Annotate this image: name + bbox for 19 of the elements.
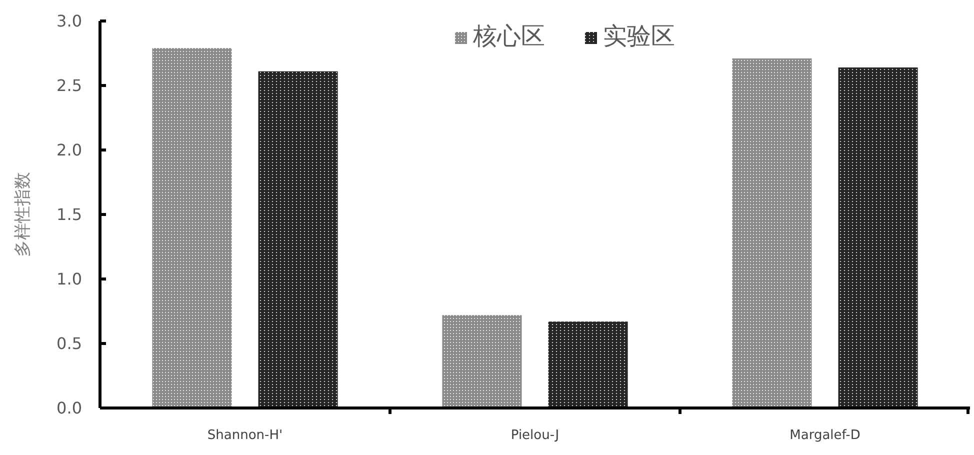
y-tick-label: 2.0: [56, 140, 82, 160]
y-tick-label: 3.0: [56, 12, 82, 31]
y-tick-label: 0.5: [56, 334, 82, 354]
y-tick-label: 2.5: [56, 76, 82, 96]
x-tick-label: Pielou-J: [510, 428, 560, 443]
bar: [152, 48, 232, 408]
legend-label: 实验区: [603, 22, 675, 50]
legend-label: 核心区: [472, 22, 545, 50]
x-tick-label: Margalef-D: [790, 428, 860, 443]
y-tick-label: 0.0: [56, 398, 82, 418]
bar: [258, 71, 338, 408]
y-tick-label: 1.0: [56, 270, 82, 289]
bar: [838, 67, 918, 408]
x-tick-label: Shannon-H': [207, 428, 283, 443]
bar: [732, 58, 812, 408]
y-axis-title: 多样性指数: [13, 172, 33, 257]
bar: [442, 315, 522, 408]
bar: [548, 322, 628, 408]
y-tick-label: 1.5: [56, 205, 82, 224]
